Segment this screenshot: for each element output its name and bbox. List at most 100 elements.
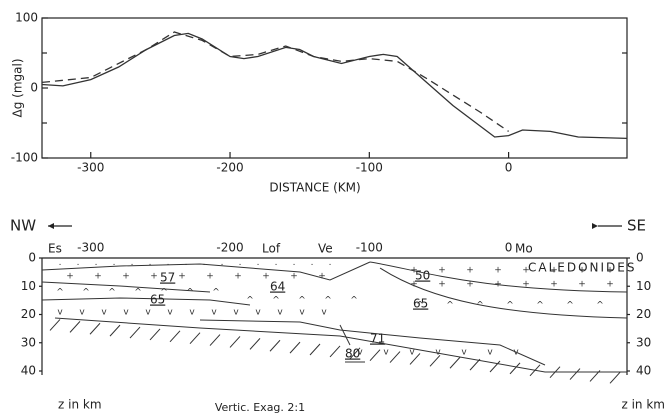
hatch (70, 321, 80, 332)
symbol: + (178, 272, 186, 282)
depth-unit-right: z in km (621, 398, 665, 412)
symbol: + (438, 266, 446, 276)
hatch (110, 325, 120, 336)
symbol: + (578, 280, 586, 290)
symbol: · (113, 261, 116, 271)
hatch (450, 357, 460, 368)
depth-label: 20 (21, 307, 36, 321)
direction-left: NW (10, 217, 36, 235)
density-label: 64 (270, 280, 285, 294)
hatch (390, 352, 400, 363)
hatch (50, 319, 60, 330)
depth-label: 30 (636, 335, 651, 349)
density-label: 65 (150, 293, 165, 307)
hatch (210, 335, 220, 346)
place-label: Ve (318, 242, 333, 256)
symbol: + (466, 266, 474, 276)
hatch (250, 338, 260, 349)
symbol: v (435, 348, 441, 358)
symbol: ^ (506, 301, 514, 311)
symbol: · (311, 261, 314, 271)
density-label: 80 (345, 347, 360, 361)
symbol: ^ (56, 288, 64, 298)
symbol: ^ (82, 288, 90, 298)
x-tick-label: -200 (216, 161, 243, 175)
symbol: v (211, 308, 217, 318)
place-label: Mo (515, 242, 533, 256)
symbol: · (131, 261, 134, 271)
symbol: + (122, 272, 130, 282)
fault (340, 325, 350, 345)
symbol: v (101, 308, 107, 318)
symbol: v (487, 348, 493, 358)
symbol: v (277, 308, 283, 318)
hatch (530, 365, 540, 376)
symbol: ^ (476, 301, 484, 311)
symbol: v (255, 308, 261, 318)
symbol: · (59, 261, 62, 271)
density-label: 57 (160, 271, 175, 285)
x-tick-label: 0 (505, 161, 513, 175)
density-label: 65 (413, 297, 428, 311)
symbol: v (383, 348, 389, 358)
depth-label: 20 (636, 307, 651, 321)
symbol: + (606, 280, 614, 290)
symbol: v (513, 348, 519, 358)
layer-boundary (42, 282, 210, 292)
hatch (290, 342, 300, 353)
hatch (370, 350, 380, 361)
density-label: 71 (370, 332, 385, 346)
symbol: · (293, 261, 296, 271)
hatch (170, 331, 180, 342)
hatch (190, 333, 200, 344)
layer-boundary (42, 298, 250, 305)
symbol: · (167, 261, 170, 271)
symbol: + (234, 272, 242, 282)
depth-unit-left: z in km (58, 398, 102, 412)
y-tick-label: -100 (11, 151, 38, 165)
symbol: · (239, 261, 242, 271)
symbol: v (123, 308, 129, 318)
symbol: v (79, 308, 85, 318)
figure: Δg (mgal) DISTANCE (KM) NW SE ··········… (0, 0, 670, 419)
symbol: ^ (350, 296, 358, 306)
symbol: ^ (596, 301, 604, 311)
direction-right: SE (627, 217, 646, 235)
distance-label: -300 (77, 241, 104, 255)
hatch (270, 340, 280, 351)
symbol: + (94, 272, 102, 282)
y-tick-label: 0 (30, 81, 38, 95)
place-label: Lof (262, 242, 281, 256)
symbol: v (189, 308, 195, 318)
symbol: + (494, 280, 502, 290)
symbol: · (203, 261, 206, 271)
symbol: + (522, 280, 530, 290)
distance-label: -200 (216, 241, 243, 255)
symbol: ^ (566, 301, 574, 311)
distance-label: 0 (505, 241, 513, 255)
hatch (510, 363, 520, 374)
place-label: Es (48, 242, 62, 256)
symbol: v (299, 308, 305, 318)
hatch (610, 372, 620, 383)
symbol: · (149, 261, 152, 271)
region-label: CALEDONIDES (528, 261, 637, 275)
symbol: + (550, 280, 558, 290)
hatch (230, 336, 240, 347)
symbol: ^ (246, 296, 254, 306)
depth-label: 40 (636, 364, 651, 378)
distance-label: -100 (356, 241, 383, 255)
hatch (570, 369, 580, 380)
symbol: v (461, 348, 467, 358)
symbol: + (262, 272, 270, 282)
hatch (330, 346, 340, 357)
symbol: ^ (324, 296, 332, 306)
y-axis-label: Δg (mgal) (11, 59, 25, 118)
plot-frame (42, 18, 627, 158)
x-tick-label: -300 (77, 161, 104, 175)
data-line (42, 32, 509, 131)
symbol: + (438, 280, 446, 290)
depth-label: 10 (21, 279, 36, 293)
hatch (90, 323, 100, 334)
symbol: ^ (134, 288, 142, 298)
